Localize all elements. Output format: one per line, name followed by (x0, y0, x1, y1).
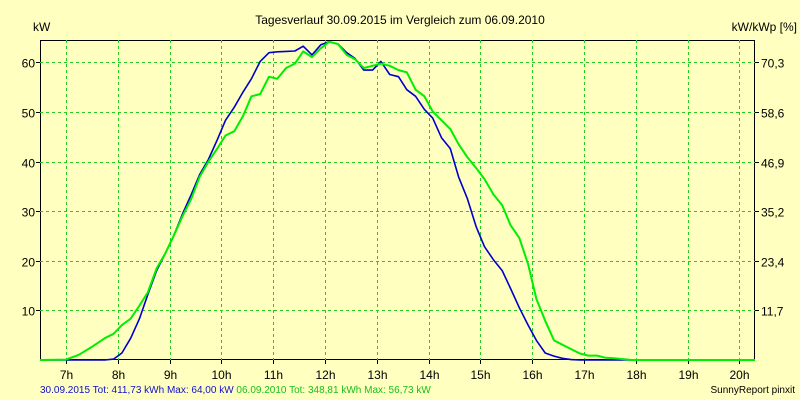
y-tick-label-left: 40 (22, 157, 36, 171)
x-tick-label: 11h (264, 368, 283, 382)
x-tick-label: 20h (729, 368, 749, 382)
series1-summary: 30.09.2015 Tot: 411,73 kWh Max: 64,00 kW (40, 385, 234, 396)
credit-text: SunnyReport pinxit (710, 385, 796, 396)
chart-title: Tagesverlauf 30.09.2015 im Vergleich zum… (255, 13, 545, 27)
x-tick-label: 12h (315, 368, 335, 382)
series-line-2 (39, 40, 755, 361)
x-tick-label: 7h (60, 368, 73, 382)
y-tick-label-right: 11,7 (761, 305, 784, 319)
footer-line: 30.09.2015 Tot: 411,73 kWh Max: 64,00 kW… (40, 383, 431, 399)
series-line-1 (40, 40, 755, 361)
x-tick-label: 13h (367, 368, 387, 382)
y-axis-right-label: kW/kWp [%] (732, 20, 797, 34)
series2-summary: 06.09.2010 Tot: 348,81 kWh Max: 56,73 kW (236, 385, 431, 396)
y-tick-label-right: 58,6 (761, 107, 785, 121)
x-axis: 7h 8h 9h 10h 11h 12h 13h 14h 15h 16h 17h 18h 19h 20h (60, 360, 750, 382)
y-tick-label-left: 60 (22, 57, 36, 71)
y-tick-label-right: 35,2 (761, 206, 785, 220)
plot-frame (40, 40, 755, 360)
y-axis-left-label: kW (33, 20, 51, 34)
x-tick-label: 8h (112, 368, 125, 382)
y-axis-right: 11,7 23,4 35,2 46,9 58,6 70,3 (755, 57, 785, 319)
x-tick-label: 17h (574, 368, 594, 382)
x-tick-label: 10h (211, 368, 231, 382)
x-tick-label: 16h (522, 368, 542, 382)
y-axis-left: 10 20 30 40 50 60 (22, 57, 40, 319)
chart-footer: 30.09.2015 Tot: 411,73 kWh Max: 64,00 kW… (0, 383, 800, 399)
series-lines (39, 40, 755, 361)
y-tick-label-left: 20 (22, 256, 36, 270)
x-tick-label: 18h (626, 368, 646, 382)
x-tick-label: 15h (470, 368, 490, 382)
grid (40, 40, 755, 360)
y-tick-label-left: 10 (22, 305, 36, 319)
y-tick-label-left: 50 (22, 107, 36, 121)
y-tick-label-right: 23,4 (761, 256, 785, 270)
x-tick-label: 19h (678, 368, 698, 382)
y-tick-label-left: 30 (22, 206, 36, 220)
y-tick-label-right: 46,9 (761, 157, 785, 171)
x-tick-label: 9h (164, 368, 177, 382)
y-tick-label-right: 70,3 (761, 57, 785, 71)
x-tick-label: 14h (419, 368, 439, 382)
